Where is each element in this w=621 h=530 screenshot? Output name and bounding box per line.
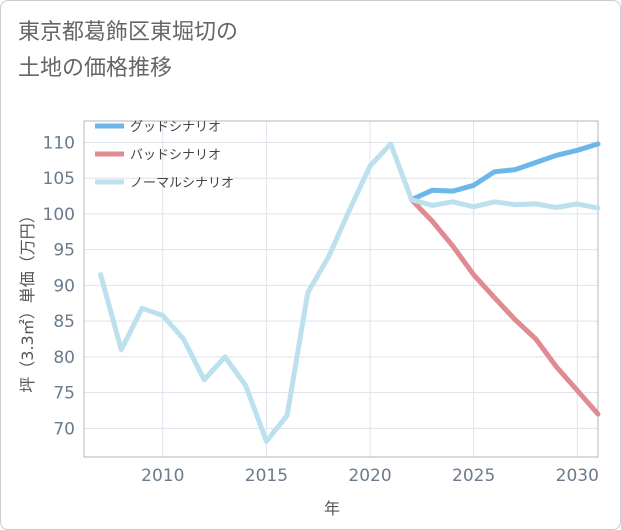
- y-tick-label-70: 70: [53, 419, 75, 439]
- legend-label-1: バッドシナリオ: [130, 148, 221, 163]
- x-tick-label-2020: 2020: [348, 466, 391, 486]
- legend-label-0: グッドシナリオ: [130, 120, 221, 135]
- y-tick-label-90: 90: [53, 276, 75, 296]
- x-tick-label-2015: 2015: [245, 466, 288, 486]
- y-tick-label-110: 110: [43, 133, 75, 153]
- series-lines: [98, 141, 601, 444]
- legend-label-2: ノーマルシナリオ: [130, 176, 234, 191]
- y-axis-label: 坪（3.3㎡）単価（万円）: [18, 207, 37, 392]
- y-tick-label-75: 75: [53, 384, 75, 404]
- chart-title: 東京都葛飾区東堀切の 土地の価格推移: [18, 20, 239, 81]
- y-tick-label-95: 95: [53, 241, 75, 261]
- x-tick-label-2030: 2030: [556, 466, 599, 486]
- x-tick-label-2010: 2010: [141, 466, 184, 486]
- y-tick-label-100: 100: [43, 205, 75, 225]
- x-tick-label-2025: 2025: [452, 466, 495, 486]
- y-tick-labels: 70 75 80 85 90 95 100 105 110: [43, 133, 75, 439]
- grid-lines: [84, 121, 598, 457]
- x-tick-labels: 2010 2015 2020 2025 2030: [141, 466, 599, 486]
- x-axis-label: 年: [324, 499, 340, 518]
- y-tick-label-80: 80: [53, 348, 75, 368]
- y-tick-label-85: 85: [53, 312, 75, 332]
- series-line-2: [98, 141, 601, 444]
- series-line-0: [409, 141, 601, 203]
- y-tick-label-105: 105: [43, 169, 75, 189]
- plot-border: [83, 120, 599, 458]
- series-line-1: [409, 197, 601, 417]
